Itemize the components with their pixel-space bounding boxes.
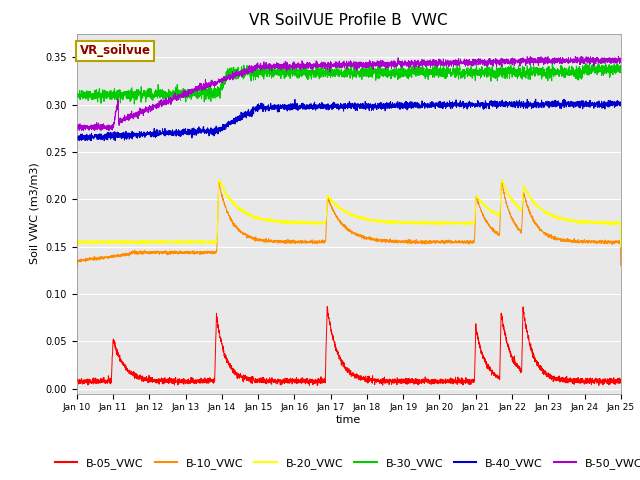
B-10_VWC	[225, 212, 232, 218]
B-50_VWC	[74, 127, 81, 133]
B-05_VWC	[225, 360, 232, 366]
B-05_VWC	[566, 375, 573, 381]
Line: B-50_VWC: B-50_VWC	[77, 56, 621, 130]
B-05_VWC	[323, 304, 331, 310]
B-10_VWC	[412, 240, 419, 245]
B-50_VWC	[565, 58, 573, 64]
Line: B-20_VWC: B-20_VWC	[77, 180, 621, 247]
B-40_VWC	[76, 138, 83, 144]
B-20_VWC	[189, 239, 197, 244]
B-10_VWC	[617, 258, 625, 264]
Line: B-05_VWC: B-05_VWC	[77, 307, 621, 385]
Line: B-40_VWC: B-40_VWC	[77, 99, 621, 141]
B-30_VWC	[566, 72, 573, 78]
B-40_VWC	[402, 98, 410, 104]
B-30_VWC	[402, 73, 410, 79]
B-10_VWC	[402, 239, 410, 244]
B-20_VWC	[402, 221, 410, 227]
B-20_VWC	[617, 244, 625, 250]
B-40_VWC	[617, 99, 625, 105]
B-50_VWC	[225, 73, 233, 79]
B-05_VWC	[73, 378, 81, 384]
B-50_VWC	[189, 88, 197, 94]
B-10_VWC	[617, 263, 625, 269]
B-05_VWC	[617, 379, 625, 384]
B-40_VWC	[189, 131, 197, 136]
B-30_VWC	[617, 66, 625, 72]
B-50_VWC	[614, 53, 622, 59]
B-20_VWC	[565, 218, 573, 224]
B-20_VWC	[498, 177, 506, 182]
B-50_VWC	[617, 56, 625, 61]
B-40_VWC	[412, 102, 419, 108]
Title: VR SoilVUE Profile B  VWC: VR SoilVUE Profile B VWC	[250, 13, 448, 28]
B-05_VWC	[617, 378, 625, 384]
B-10_VWC	[498, 179, 506, 184]
B-50_VWC	[617, 60, 625, 65]
B-10_VWC	[189, 250, 197, 256]
B-20_VWC	[617, 244, 625, 250]
X-axis label: time: time	[336, 415, 362, 425]
B-30_VWC	[73, 94, 81, 100]
Line: B-10_VWC: B-10_VWC	[77, 181, 621, 266]
B-30_VWC	[131, 101, 138, 107]
B-05_VWC	[412, 378, 419, 384]
B-30_VWC	[189, 92, 197, 98]
B-20_VWC	[412, 220, 419, 226]
B-10_VWC	[565, 239, 573, 244]
B-05_VWC	[189, 379, 197, 385]
B-05_VWC	[314, 383, 321, 388]
B-10_VWC	[73, 263, 81, 269]
B-40_VWC	[73, 135, 81, 141]
B-40_VWC	[225, 121, 233, 127]
B-30_VWC	[225, 72, 233, 78]
B-40_VWC	[566, 100, 573, 106]
Y-axis label: Soil VWC (m3/m3): Soil VWC (m3/m3)	[30, 163, 40, 264]
B-40_VWC	[617, 103, 625, 108]
B-40_VWC	[532, 96, 540, 102]
B-30_VWC	[412, 72, 419, 78]
B-50_VWC	[402, 61, 410, 67]
Line: B-30_VWC: B-30_VWC	[77, 63, 621, 104]
B-20_VWC	[73, 244, 81, 250]
B-20_VWC	[225, 195, 232, 201]
Text: VR_soilvue: VR_soilvue	[79, 44, 150, 58]
B-50_VWC	[73, 124, 81, 130]
B-50_VWC	[412, 63, 419, 69]
Legend: B-05_VWC, B-10_VWC, B-20_VWC, B-30_VWC, B-40_VWC, B-50_VWC: B-05_VWC, B-10_VWC, B-20_VWC, B-30_VWC, …	[51, 453, 640, 473]
B-05_VWC	[402, 375, 410, 381]
B-30_VWC	[617, 66, 625, 72]
B-30_VWC	[440, 60, 447, 66]
